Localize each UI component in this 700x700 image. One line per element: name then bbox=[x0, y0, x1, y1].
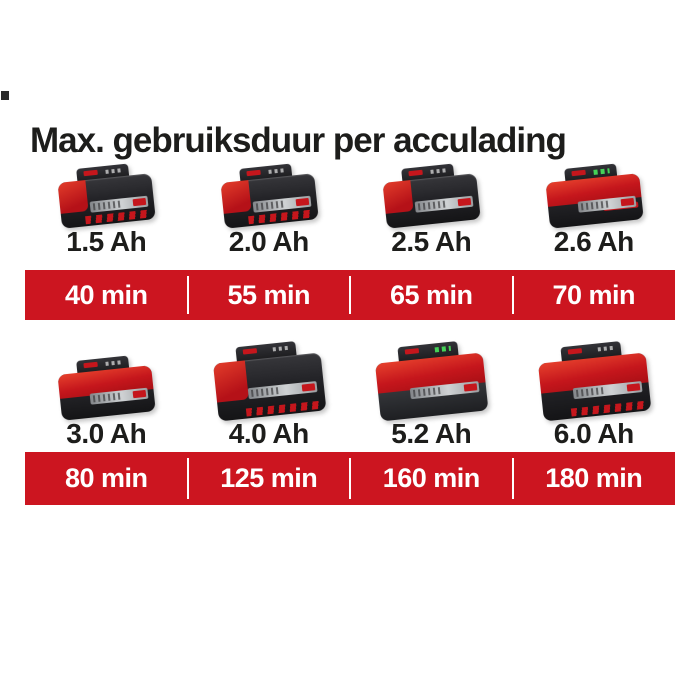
runtime-value: 55 min bbox=[227, 279, 311, 310]
stray-mark bbox=[1, 91, 9, 100]
runtime-cell: 80 min bbox=[25, 452, 188, 505]
battery-row-1: 1.5 Ah 2.0 Ah 2.5 Ah 2.6 Ah bbox=[25, 163, 676, 258]
battery-photo-6-0ah-icon bbox=[536, 339, 652, 422]
capacity-label: 2.0 Ah bbox=[228, 226, 310, 257]
runtime-cell: 55 min bbox=[186, 270, 351, 320]
runtime-value: 70 min bbox=[552, 279, 636, 310]
runtime-banner-row-1: 40 min 55 min 65 min 70 min bbox=[25, 270, 675, 320]
battery-photo-5-2ah-icon bbox=[374, 339, 489, 422]
battery-photo-1-5ah-icon bbox=[56, 161, 157, 229]
capacity-label: 2.5 Ah bbox=[391, 226, 472, 257]
runtime-value: 125 min bbox=[220, 463, 318, 493]
battery-row-2: 3.0 Ah 4.0 Ah 5.2 Ah 6.0 Ah bbox=[25, 341, 676, 450]
runtime-cell: 125 min bbox=[186, 452, 351, 505]
runtime-value: 40 min bbox=[64, 279, 148, 310]
battery-photo-3-0ah-icon bbox=[56, 353, 157, 421]
battery-card: 6.0 Ah bbox=[513, 341, 676, 450]
battery-card: 2.0 Ah bbox=[188, 163, 351, 258]
runtime-value: 160 min bbox=[382, 463, 481, 493]
runtime-cell: 40 min bbox=[25, 270, 188, 320]
battery-card: 3.0 Ah bbox=[25, 344, 188, 450]
runtime-banner-row-2: 80 min 125 min 160 min 180 min bbox=[25, 452, 675, 505]
page-title: Max. gebruiksduur per acculading bbox=[30, 121, 567, 161]
capacity-label: 3.0 Ah bbox=[66, 418, 147, 449]
runtime-value: 65 min bbox=[389, 279, 473, 310]
capacity-label: 6.0 Ah bbox=[553, 418, 635, 449]
battery-photo-4-0ah-icon bbox=[211, 339, 327, 422]
battery-photo-2-0ah-icon bbox=[219, 161, 319, 229]
runtime-cell: 160 min bbox=[349, 452, 513, 505]
battery-card: 2.5 Ah bbox=[350, 163, 513, 258]
battery-photo-2-5ah-icon bbox=[381, 161, 482, 229]
battery-card: 2.6 Ah bbox=[513, 163, 676, 258]
runtime-cell: 180 min bbox=[511, 452, 676, 505]
capacity-label: 4.0 Ah bbox=[228, 418, 310, 449]
battery-card: 5.2 Ah bbox=[350, 341, 513, 450]
capacity-label: 1.5 Ah bbox=[66, 226, 147, 257]
capacity-label: 5.2 Ah bbox=[391, 418, 472, 449]
runtime-cell: 65 min bbox=[349, 270, 513, 320]
battery-card: 4.0 Ah bbox=[188, 341, 351, 450]
runtime-cell: 70 min bbox=[511, 270, 676, 320]
runtime-value: 80 min bbox=[64, 463, 148, 493]
battery-photo-2-6ah-icon bbox=[544, 161, 644, 229]
capacity-label: 2.6 Ah bbox=[553, 226, 635, 257]
runtime-value: 180 min bbox=[545, 463, 643, 493]
battery-card: 1.5 Ah bbox=[25, 163, 188, 258]
